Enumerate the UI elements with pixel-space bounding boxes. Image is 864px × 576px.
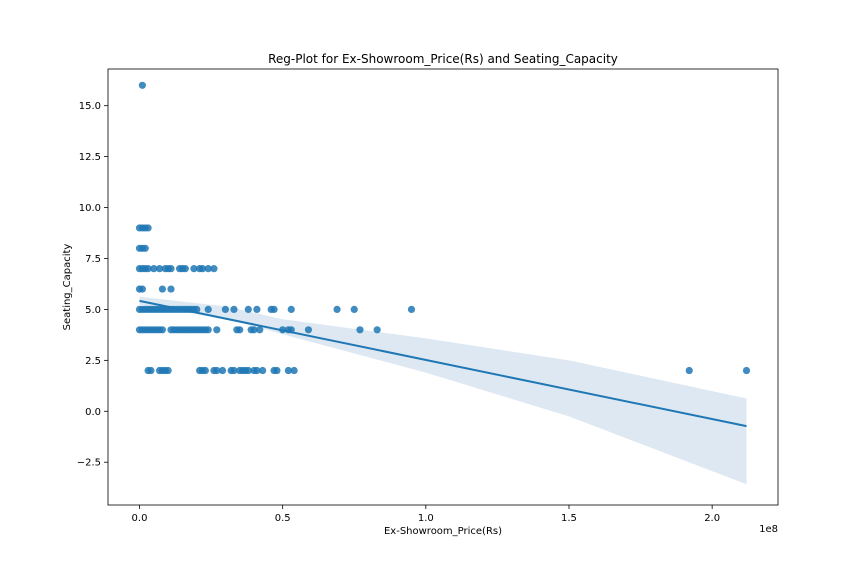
data-point: [167, 285, 175, 293]
data-point: [150, 265, 158, 273]
data-point: [350, 305, 358, 314]
data-point: [244, 305, 252, 314]
data-point: [155, 265, 164, 273]
data-point: [270, 305, 278, 314]
y-tick-label: 12.5: [79, 152, 101, 163]
data-point: [144, 224, 152, 232]
data-point: [373, 326, 381, 334]
data-point: [236, 326, 244, 334]
plot-frame: [107, 68, 779, 506]
data-point: [190, 265, 198, 273]
data-point: [304, 326, 313, 334]
y-axis-ticks: −2.5 0.0 2.5 5.0 7.5 10.0 12.5 15.0: [77, 101, 108, 469]
scatter-points: [135, 81, 751, 375]
confidence-band: [139, 296, 747, 485]
data-point: [253, 366, 261, 375]
data-point: [284, 366, 292, 375]
data-point: [198, 265, 207, 273]
data-point: [356, 326, 364, 334]
data-point: [287, 305, 295, 314]
x-axis-ticks: 0.0 0.5 1.0 1.5 2.0: [132, 505, 720, 524]
data-point: [204, 265, 212, 273]
x-tick-label: 2.0: [704, 513, 720, 524]
data-point: [253, 305, 261, 314]
data-point: [210, 265, 218, 273]
data-point: [244, 366, 252, 375]
data-point: [213, 366, 221, 375]
data-point: [742, 366, 751, 375]
y-tick-label: 15.0: [79, 101, 101, 112]
x-axis-offset-label: 1e8: [759, 524, 778, 535]
data-point: [685, 366, 693, 375]
data-point: [193, 305, 201, 314]
y-tick-label: 5.0: [85, 305, 101, 316]
data-point: [250, 326, 258, 334]
data-point: [273, 366, 281, 375]
data-point: [333, 305, 341, 314]
data-point: [204, 305, 212, 314]
y-tick-label: 10.0: [79, 203, 101, 214]
data-point: [259, 366, 267, 375]
data-point: [167, 265, 175, 273]
y-tick-label: 7.5: [85, 254, 101, 265]
data-point: [158, 326, 166, 334]
y-tick-label: −2.5: [77, 458, 101, 469]
x-tick-label: 1.0: [418, 513, 434, 524]
regression-line: [139, 299, 747, 428]
data-point: [407, 305, 416, 314]
data-point: [201, 366, 209, 375]
x-tick-label: 0.5: [275, 513, 291, 524]
data-point: [290, 366, 298, 375]
y-tick-label: 2.5: [85, 356, 101, 367]
data-point: [230, 305, 238, 314]
x-tick-label: 0.0: [132, 513, 148, 524]
data-point: [147, 366, 155, 375]
data-point: [213, 326, 221, 334]
confidence-band-area: [139, 296, 747, 485]
y-axis-title: Seating_Capacity: [62, 244, 73, 331]
data-point: [181, 265, 189, 273]
data-point: [164, 366, 172, 375]
data-point: [256, 326, 264, 334]
data-point: [144, 265, 152, 273]
data-point: [141, 244, 149, 252]
y-tick-label: 0.0: [85, 407, 101, 418]
x-axis-title: Ex-Showroom_Price(Rs): [384, 526, 502, 537]
x-tick-label: 1.5: [561, 513, 577, 524]
data-point: [218, 366, 227, 375]
data-point: [138, 81, 146, 89]
chart-title: Reg-Plot for Ex-Showroom_Price(Rs) and S…: [268, 52, 618, 66]
data-point: [138, 285, 146, 293]
regression-line-group: [139, 299, 747, 428]
data-point: [158, 285, 166, 293]
data-point: [221, 305, 229, 314]
data-point: [204, 326, 212, 334]
data-point: [230, 366, 238, 375]
